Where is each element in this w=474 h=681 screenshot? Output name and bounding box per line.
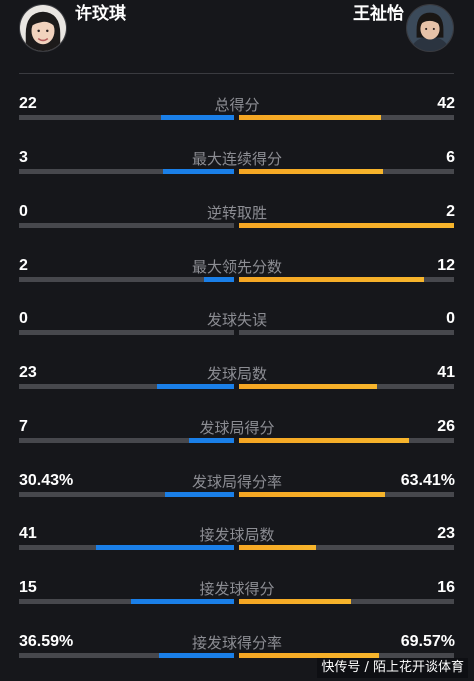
stat-right-bar <box>239 599 351 604</box>
stat-left-value: 0 <box>19 310 28 327</box>
stat-label: 总得分 <box>214 96 260 114</box>
stat-left-bar <box>159 653 234 658</box>
match-header: 许玟琪 王祉怡 <box>0 0 474 74</box>
stat-row: 23 发球局数 41 <box>0 362 474 416</box>
stat-right-value: 6 <box>446 149 455 166</box>
stat-right-bar <box>239 115 381 120</box>
stat-left-value: 15 <box>19 579 37 596</box>
stat-left-bar <box>165 492 234 497</box>
stat-left-bar <box>96 545 234 550</box>
stat-left-track <box>19 492 234 497</box>
stat-left-track <box>19 169 234 174</box>
stat-right-bar <box>239 169 383 174</box>
player-right-name: 王祉怡 <box>353 4 404 24</box>
watermark: 快传号 / 陌上花开谈体育 <box>317 658 468 678</box>
stat-left-track <box>19 223 234 228</box>
stat-left-value: 2 <box>19 257 28 274</box>
stat-row: 36.59% 接发球得分率 69.57% <box>0 631 474 681</box>
stat-right-bar <box>239 492 385 497</box>
stat-label: 最大领先分数 <box>191 258 282 276</box>
stat-left-track <box>19 115 234 120</box>
stat-right-track <box>239 223 454 228</box>
stat-row: 3 最大连续得分 6 <box>0 147 474 201</box>
stat-right-track <box>239 599 454 604</box>
stat-left-bar <box>131 599 234 604</box>
stat-row: 0 逆转取胜 2 <box>0 201 474 255</box>
stat-row: 30.43% 发球局得分率 63.41% <box>0 470 474 524</box>
stat-right-value: 42 <box>437 95 455 112</box>
stat-left-bar <box>161 115 234 120</box>
stat-left-value: 41 <box>19 525 37 542</box>
stat-label: 逆转取胜 <box>206 204 267 222</box>
stat-right-value: 0 <box>446 310 455 327</box>
stat-right-track <box>239 438 454 443</box>
stat-right-track <box>239 169 454 174</box>
stat-right-bar <box>239 545 316 550</box>
stat-left-value: 7 <box>19 418 28 435</box>
stat-right-value: 69.57% <box>400 633 455 650</box>
stat-left-bar <box>189 438 234 443</box>
stat-right-value: 23 <box>437 525 455 542</box>
stat-left-track <box>19 330 234 335</box>
stat-right-track <box>239 330 454 335</box>
stat-left-bar <box>163 169 234 174</box>
stat-left-bar <box>157 384 234 389</box>
stat-row: 2 最大领先分数 12 <box>0 255 474 309</box>
stat-left-value: 30.43% <box>19 472 74 489</box>
player-right-avatar[interactable] <box>406 4 454 52</box>
player-left-name: 许玟琪 <box>75 4 126 24</box>
stat-right-track <box>239 115 454 120</box>
stat-row: 15 接发球得分 16 <box>0 577 474 631</box>
stat-right-value: 2 <box>446 203 455 220</box>
stat-right-value: 12 <box>437 257 455 274</box>
stat-right-track <box>239 545 454 550</box>
stat-left-value: 23 <box>19 364 37 381</box>
stat-left-value: 0 <box>19 203 28 220</box>
stat-label: 发球局得分率 <box>191 473 282 491</box>
stat-right-track <box>239 384 454 389</box>
stat-right-bar <box>239 277 424 282</box>
stat-right-bar <box>239 653 379 658</box>
player-left-avatar[interactable] <box>19 4 67 52</box>
stat-left-track <box>19 438 234 443</box>
stat-label: 发球局数 <box>206 365 267 383</box>
stat-left-track <box>19 384 234 389</box>
stat-left-value: 36.59% <box>19 633 74 650</box>
stat-right-value: 16 <box>437 579 455 596</box>
stat-row: 22 总得分 42 <box>0 93 474 147</box>
stat-right-value: 41 <box>437 364 455 381</box>
stat-row: 41 接发球局数 23 <box>0 523 474 577</box>
stat-left-value: 22 <box>19 95 37 112</box>
stat-right-value: 26 <box>437 418 455 435</box>
stat-right-value: 63.41% <box>400 472 455 489</box>
stat-right-track <box>239 277 454 282</box>
stat-label: 接发球得分率 <box>191 634 282 652</box>
stat-right-track <box>239 653 454 658</box>
stat-right-bar <box>239 438 409 443</box>
stat-label: 接发球局数 <box>199 526 275 544</box>
stat-left-track <box>19 277 234 282</box>
stat-left-value: 3 <box>19 149 28 166</box>
stat-label: 最大连续得分 <box>191 150 282 168</box>
stat-row: 0 发球失误 0 <box>0 308 474 362</box>
stat-right-bar <box>239 223 454 228</box>
stat-left-track <box>19 653 234 658</box>
stat-right-bar <box>239 384 377 389</box>
stat-right-track <box>239 492 454 497</box>
stat-row: 7 发球局得分 26 <box>0 416 474 470</box>
stat-left-bar <box>204 277 234 282</box>
header-divider <box>19 73 454 74</box>
stat-left-track <box>19 599 234 604</box>
stat-label: 发球失误 <box>206 311 267 329</box>
stat-label: 接发球得分 <box>199 580 275 598</box>
stat-label: 发球局得分 <box>199 419 275 437</box>
stat-left-track <box>19 545 234 550</box>
